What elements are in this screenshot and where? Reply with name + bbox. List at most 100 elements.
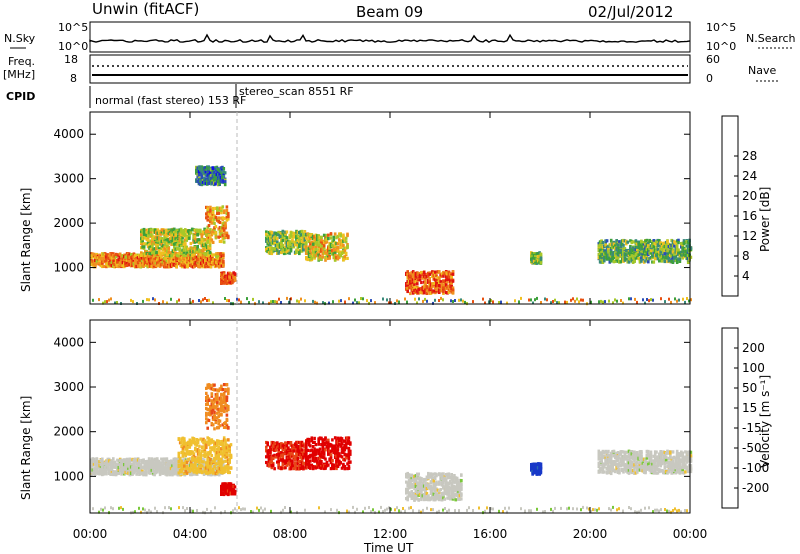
heatmap-cell [281, 238, 285, 243]
heatmap-cell [207, 224, 211, 228]
heatmap-cell [156, 228, 160, 232]
heatmap-cell [145, 460, 148, 464]
heatmap-cell [344, 251, 348, 255]
heatmap-cell [159, 253, 162, 257]
heatmap-cell [331, 252, 334, 256]
heatmap-cell [222, 167, 226, 171]
heatmap-cell [91, 252, 94, 256]
heatmap-cell [116, 259, 119, 263]
heatmap-cell [195, 263, 199, 267]
heatmap-cell [225, 205, 229, 209]
heatmap-cell [170, 254, 173, 258]
heatmap-cell [127, 466, 130, 470]
heatmap-cell [290, 297, 292, 301]
heatmap-cell [101, 257, 104, 261]
heatmap-cell [572, 297, 574, 301]
heatmap-cell [138, 264, 141, 268]
heatmap-cell [195, 255, 199, 259]
heatmap-cell [220, 259, 224, 263]
heatmap-cell [139, 258, 143, 262]
heatmap-cell [217, 183, 220, 187]
heatmap-cell [130, 298, 132, 302]
heatmap-cell [447, 285, 451, 289]
heatmap-cell [287, 241, 290, 245]
heatmap-cell [203, 166, 206, 170]
heatmap-cell [678, 254, 682, 258]
heatmap-cell [151, 461, 155, 465]
heatmap-cell [105, 262, 108, 266]
heatmap-cell [197, 170, 201, 174]
heatmap-cell [145, 471, 148, 475]
heatmap-cell [190, 259, 193, 263]
heatmap-cell [206, 182, 209, 186]
heatmap-cell [289, 243, 293, 247]
heatmap-cell [200, 234, 204, 238]
heatmap-cell [162, 244, 165, 248]
heatmap-cell [189, 457, 192, 461]
heatmap-cell [266, 247, 269, 251]
heatmap-cell [614, 251, 617, 255]
heatmap-cell [295, 229, 298, 233]
heatmap-cell [634, 297, 636, 301]
heatmap-cell [193, 252, 196, 256]
heatmap-cell [220, 206, 223, 210]
heatmap-cell [162, 257, 166, 261]
heatmap-cell [172, 462, 176, 466]
heatmap-cell [110, 472, 114, 476]
heatmap-cell [110, 459, 114, 463]
heatmap-cell [209, 240, 212, 244]
heatmap-cell [325, 256, 329, 261]
heatmap-cell [677, 241, 680, 245]
heatmap-cell [435, 281, 438, 285]
heatmap-cell [172, 262, 176, 266]
heatmap-cell [146, 253, 150, 257]
heatmap-cell [316, 234, 319, 238]
heatmap-cell [622, 301, 624, 305]
heatmap-cell [107, 264, 111, 268]
heatmap-cell [680, 250, 683, 254]
heatmap-cell [124, 463, 127, 467]
heatmap-cell [118, 463, 122, 467]
heatmap-cell [666, 239, 669, 244]
heatmap-cell [284, 241, 287, 245]
heatmap-cell [145, 228, 149, 232]
heatmap-cell [678, 251, 682, 255]
heatmap-cell [421, 276, 425, 280]
heatmap-cell [201, 254, 204, 258]
heatmap-cell [598, 240, 602, 244]
heatmap-cell [429, 286, 433, 290]
heatmap-cell [156, 231, 160, 235]
heatmap-cell [207, 181, 210, 186]
heatmap-cell [300, 244, 304, 248]
heatmap-cell [209, 254, 213, 258]
heatmap-cell [156, 462, 159, 466]
heatmap-cell [398, 300, 400, 304]
heatmap-cell [322, 244, 326, 248]
heatmap-cell [110, 463, 114, 467]
heatmap-cell [134, 254, 137, 258]
heatmap-cell [219, 256, 222, 260]
heatmap-cell [534, 257, 537, 261]
heatmap-cell [110, 461, 114, 465]
heatmap-cell [215, 180, 219, 185]
heatmap-cell [145, 230, 149, 234]
heatmap-cell [222, 273, 226, 277]
heatmap-cell [298, 241, 301, 245]
heatmap-cell [92, 298, 94, 302]
heatmap-cell [609, 259, 613, 263]
heatmap-cell [570, 298, 572, 302]
heatmap-cell [248, 301, 250, 304]
heatmap-cell [101, 458, 104, 462]
heatmap-cell [152, 242, 155, 246]
heatmap-cell [539, 261, 543, 265]
heatmap-cell [223, 178, 227, 182]
heatmap-cell [625, 242, 628, 246]
heatmap-cell [280, 250, 283, 255]
heatmap-cell [201, 458, 204, 462]
heatmap-cell [616, 246, 620, 250]
heatmap-cell [92, 457, 96, 461]
heatmap-cell [171, 236, 175, 240]
heatmap-cell [200, 171, 204, 176]
heatmap-cell [622, 239, 625, 243]
